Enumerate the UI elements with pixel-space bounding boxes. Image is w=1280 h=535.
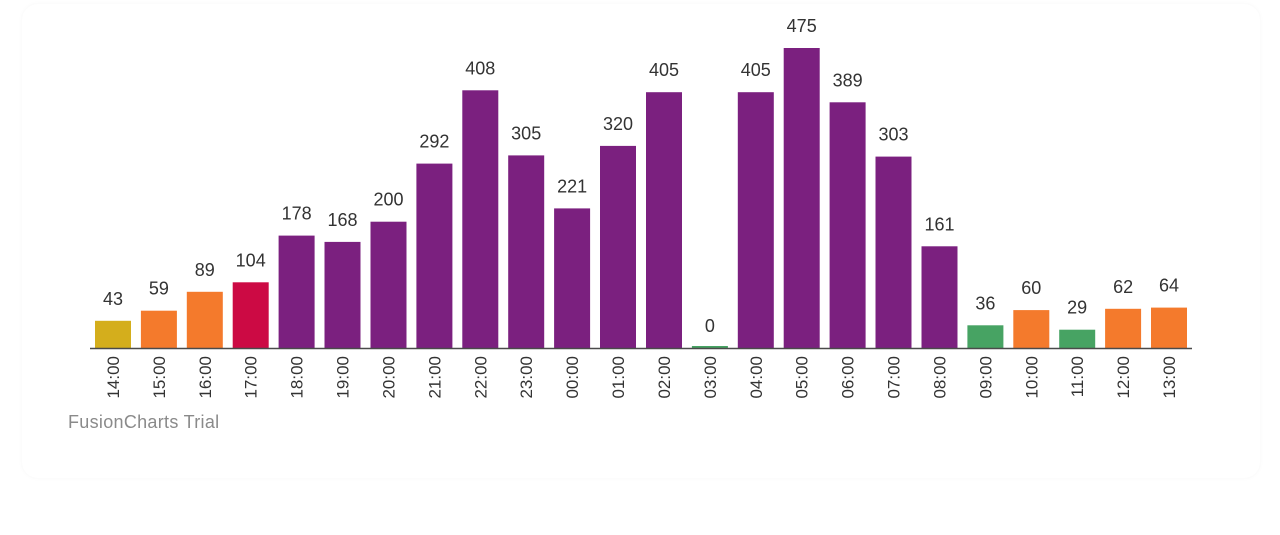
value-label-09:00: 36 <box>975 293 995 313</box>
x-tick-label-20:00: 20:00 <box>380 356 399 399</box>
value-label-11:00: 29 <box>1067 298 1087 318</box>
chart-card <box>22 4 1260 478</box>
bar-11:00[interactable] <box>1059 329 1096 348</box>
bar-18:00[interactable] <box>278 235 315 348</box>
x-tick-label-23:00: 23:00 <box>517 356 536 399</box>
bar-03:00[interactable] <box>691 346 728 348</box>
x-tick-label-03:00: 03:00 <box>701 356 720 399</box>
value-label-10:00: 60 <box>1021 278 1041 298</box>
x-tick-labels-layer: 14:00 15:00 16:00 17:00 18:00 19:00 20:00 21:00… <box>104 356 1179 399</box>
x-tick-label-06:00: 06:00 <box>839 356 858 399</box>
bar-00:00[interactable] <box>554 208 591 348</box>
bar-10:00[interactable] <box>1013 310 1050 348</box>
value-label-22:00: 408 <box>465 58 495 78</box>
bar-16:00[interactable] <box>186 291 223 348</box>
x-tick-label-13:00: 13:00 <box>1160 356 1179 399</box>
value-label-04:00: 405 <box>741 60 771 80</box>
value-label-16:00: 89 <box>195 260 215 280</box>
bar-21:00[interactable] <box>416 163 453 348</box>
bar-01:00[interactable] <box>600 145 636 348</box>
value-label-17:00: 104 <box>236 250 266 270</box>
bar-02:00[interactable] <box>646 92 682 348</box>
bar-23:00[interactable] <box>508 155 545 348</box>
value-label-23:00: 305 <box>511 123 541 143</box>
value-label-19:00: 168 <box>327 210 357 230</box>
bar-06:00[interactable] <box>829 102 866 348</box>
value-label-02:00: 405 <box>649 60 679 80</box>
bar-09:00[interactable] <box>967 325 1004 348</box>
value-label-18:00: 178 <box>282 204 312 224</box>
x-tick-label-11:00: 11:00 <box>1068 356 1087 397</box>
bar-07:00[interactable] <box>875 156 912 348</box>
bar-20:00[interactable] <box>370 221 407 348</box>
x-tick-label-08:00: 08:00 <box>931 356 950 399</box>
bar-04:00[interactable] <box>737 92 774 348</box>
bar-12:00[interactable] <box>1105 308 1142 348</box>
x-tick-label-14:00: 14:00 <box>104 356 123 399</box>
value-label-12:00: 62 <box>1113 277 1133 297</box>
value-label-14:00: 43 <box>103 289 123 309</box>
bar-13:00[interactable] <box>1151 307 1187 348</box>
x-tick-label-17:00: 17:00 <box>242 356 261 399</box>
x-tick-label-01:00: 01:00 <box>609 356 628 399</box>
x-tick-label-12:00: 12:00 <box>1114 356 1133 399</box>
x-tick-label-19:00: 19:00 <box>334 356 353 399</box>
value-label-21:00: 292 <box>419 132 449 152</box>
bars-layer <box>95 48 1187 349</box>
watermark-text: FusionCharts Trial <box>68 412 220 432</box>
x-tick-label-02:00: 02:00 <box>655 356 674 399</box>
value-label-05:00: 475 <box>787 16 817 36</box>
x-tick-label-09:00: 09:00 <box>976 356 995 399</box>
x-tick-label-04:00: 04:00 <box>747 356 766 399</box>
x-tick-label-00:00: 00:00 <box>563 356 582 399</box>
value-label-07:00: 303 <box>878 125 908 145</box>
value-label-15:00: 59 <box>149 279 169 299</box>
x-tick-label-22:00: 22:00 <box>471 356 490 399</box>
bar-22:00[interactable] <box>462 90 499 349</box>
bar-05:00[interactable] <box>783 48 820 348</box>
value-label-13:00: 64 <box>1159 276 1179 296</box>
value-label-20:00: 200 <box>373 190 403 210</box>
value-label-01:00: 320 <box>603 114 633 134</box>
x-tick-label-05:00: 05:00 <box>793 356 812 399</box>
x-tick-label-10:00: 10:00 <box>1022 356 1041 399</box>
x-tick-label-15:00: 15:00 <box>150 356 169 399</box>
value-label-08:00: 161 <box>924 214 954 234</box>
value-label-06:00: 389 <box>833 70 863 90</box>
value-label-03:00: 0 <box>705 316 715 336</box>
bar-19:00[interactable] <box>324 241 361 348</box>
bar-08:00[interactable] <box>921 246 958 348</box>
bar-14:00[interactable] <box>95 320 131 348</box>
value-label-00:00: 221 <box>557 176 587 196</box>
bar-15:00[interactable] <box>140 310 177 348</box>
value-labels-layer: 43 59 89 104 178 168 200 292 408 305 221 320 405 0 405… <box>103 16 1179 336</box>
x-tick-label-21:00: 21:00 <box>425 356 444 399</box>
x-tick-label-18:00: 18:00 <box>288 356 307 399</box>
bar-17:00[interactable] <box>232 282 269 348</box>
x-tick-label-07:00: 07:00 <box>885 356 904 399</box>
x-tick-label-16:00: 16:00 <box>196 356 215 399</box>
